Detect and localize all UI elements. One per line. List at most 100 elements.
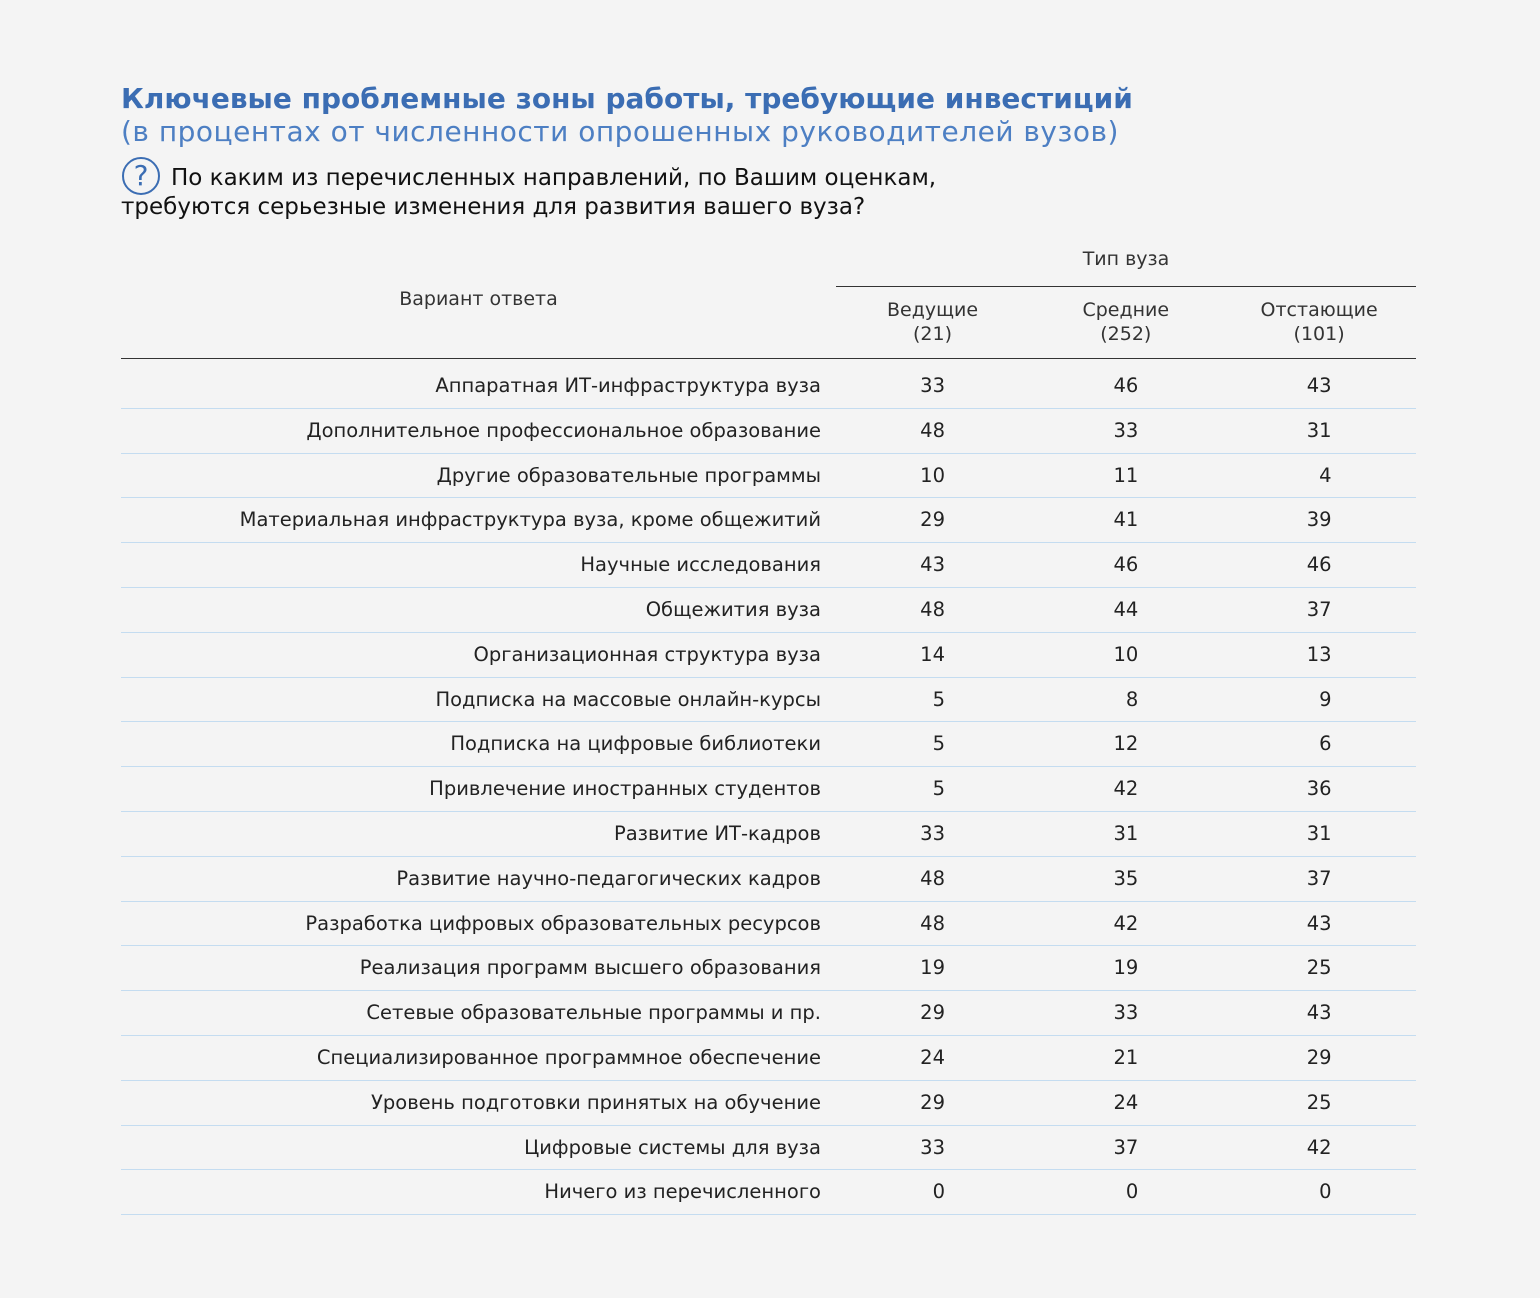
- cell-value: 48: [920, 866, 945, 890]
- cell-value: 43: [920, 553, 945, 577]
- row-label: Ничего из перечисленного: [544, 1180, 821, 1204]
- cell-value: 37: [1306, 598, 1332, 621]
- cell-value: 25: [1306, 1090, 1332, 1114]
- row-label: Сетевые образовательные программы и пр.: [366, 1001, 821, 1025]
- cell-value: 37: [1306, 866, 1332, 890]
- cell-value: 46: [1113, 553, 1139, 577]
- cell-value: 0: [1125, 1180, 1139, 1204]
- subtitle: (в процентах от численности опрошенных р…: [121, 115, 1119, 148]
- cell-value: 19: [1113, 956, 1139, 980]
- cell-value: 5: [932, 687, 945, 711]
- cell-value: 33: [920, 822, 945, 845]
- column-n: (101): [1293, 323, 1345, 345]
- row-label: Цифровые системы для вуза: [524, 1135, 821, 1159]
- table-row: Общежития вуза 48 44 37: [121, 588, 1416, 633]
- table-row: Реализация программ высшего образования 1…: [121, 946, 1416, 992]
- cell-value: 46: [1113, 374, 1139, 397]
- cell-value: 5: [932, 732, 945, 756]
- cell-value: 42: [1113, 777, 1139, 801]
- cell-value: 0: [932, 1180, 945, 1204]
- cell-value: 29: [920, 1001, 945, 1025]
- cell-value: 44: [1113, 598, 1139, 621]
- cell-value: 43: [1306, 1001, 1332, 1025]
- table-row: Аппаратная ИТ-инфраструктура вуза 33 46 43: [121, 364, 1416, 409]
- column-n: (252): [1100, 323, 1152, 345]
- row-label: Уровень подготовки принятых на обучение: [371, 1090, 821, 1114]
- group-rule: [836, 286, 1416, 287]
- cell-value: 31: [1306, 822, 1332, 845]
- table-row: Развитие научно-педагогических кадров 48 3…: [121, 857, 1416, 902]
- cell-value: 10: [1113, 642, 1139, 666]
- cell-value: 9: [1319, 687, 1332, 711]
- cell-value: 10: [920, 463, 945, 487]
- cell-value: 31: [1306, 418, 1332, 442]
- cell-value: 5: [932, 777, 945, 801]
- cell-value: 36: [1306, 777, 1332, 801]
- row-label: Разработка цифровых образовательных ресу…: [305, 911, 821, 935]
- row-label: Организационная структура вуза: [473, 642, 821, 666]
- table-row: Подписка на цифровые библиотеки 5 12 6: [121, 722, 1416, 768]
- cell-value: 13: [1306, 642, 1332, 666]
- header-rule: [121, 358, 1416, 359]
- cell-value: 8: [1125, 687, 1139, 711]
- cell-value: 31: [1113, 822, 1139, 845]
- table-row: Ничего из перечисленного 0 0 0: [121, 1170, 1416, 1216]
- row-label: Специализированное программное обеспечен…: [316, 1046, 821, 1069]
- row-header: Вариант ответа: [399, 288, 558, 310]
- cell-value: 33: [1113, 418, 1139, 442]
- cell-value: 43: [1306, 911, 1332, 935]
- table-row: Развитие ИТ-кадров 33 31 31: [121, 812, 1416, 857]
- cell-value: 33: [920, 1135, 945, 1159]
- row-label: Материальная инфраструктура вуза, кроме …: [239, 508, 821, 532]
- table-row: Другие образовательные программы 10 11 4: [121, 454, 1416, 499]
- cell-value: 24: [1113, 1090, 1139, 1114]
- row-label: Другие образовательные программы: [436, 463, 821, 487]
- table-row: Разработка цифровых образовательных ресу…: [121, 902, 1416, 947]
- row-label: Подписка на цифровые библиотеки: [450, 732, 821, 756]
- cell-value: 24: [920, 1046, 945, 1069]
- row-label: Аппаратная ИТ-инфраструктура вуза: [435, 374, 821, 397]
- table-row: Организационная структура вуза 14 10 13: [121, 633, 1416, 678]
- table-row: Материальная инфраструктура вуза, кроме …: [121, 498, 1416, 544]
- cell-value: 43: [1306, 374, 1332, 397]
- question-line: По каким из перечисленных направлений, п…: [171, 165, 937, 191]
- cell-value: 11: [1113, 463, 1139, 487]
- cell-value: 14: [920, 642, 945, 666]
- cell-value: 21: [1113, 1046, 1139, 1069]
- row-label: Научные исследования: [580, 553, 821, 577]
- table-row: Привлечение иностранных студентов 5 42 36: [121, 767, 1416, 812]
- row-label: Привлечение иностранных студентов: [429, 777, 821, 801]
- cell-value: 29: [1306, 1046, 1332, 1069]
- column-name: Средние: [1082, 299, 1170, 321]
- cell-value: 41: [1113, 508, 1139, 532]
- cell-value: 42: [1113, 911, 1139, 935]
- table-row: Научные исследования 43 46 46: [121, 543, 1416, 588]
- cell-value: 33: [920, 374, 945, 397]
- cell-value: 6: [1319, 732, 1332, 756]
- column-name: Отстающие: [1260, 299, 1378, 321]
- table-row: Подписка на массовые онлайн-курсы 5 8 9: [121, 678, 1416, 723]
- cell-value: 29: [920, 1090, 945, 1114]
- table-row: Сетевые образовательные программы и пр. 2…: [121, 991, 1416, 1036]
- cell-value: 19: [920, 956, 945, 980]
- cell-value: 35: [1113, 866, 1139, 890]
- row-label: Дополнительное профессиональное образова…: [306, 418, 821, 442]
- table-row: Уровень подготовки принятых на обучение 2…: [121, 1081, 1416, 1126]
- cell-value: 46: [1306, 553, 1332, 577]
- cell-value: 48: [920, 911, 945, 935]
- table-row: Дополнительное профессиональное образова…: [121, 409, 1416, 454]
- question-icon: ?: [122, 157, 160, 195]
- row-label: Развитие научно-педагогических кадров: [396, 866, 821, 890]
- cell-value: 42: [1306, 1135, 1332, 1159]
- row-label: Общежития вуза: [645, 598, 821, 621]
- cell-value: 29: [920, 508, 945, 532]
- cell-value: 33: [1113, 1001, 1139, 1025]
- cell-value: 37: [1113, 1135, 1139, 1159]
- table-row: Цифровые системы для вуза 33 37 42: [121, 1126, 1416, 1171]
- column-n: (21): [912, 323, 952, 345]
- cell-value: 12: [1113, 732, 1139, 756]
- cell-value: 48: [920, 598, 945, 621]
- row-label: Подписка на массовые онлайн-курсы: [435, 687, 821, 711]
